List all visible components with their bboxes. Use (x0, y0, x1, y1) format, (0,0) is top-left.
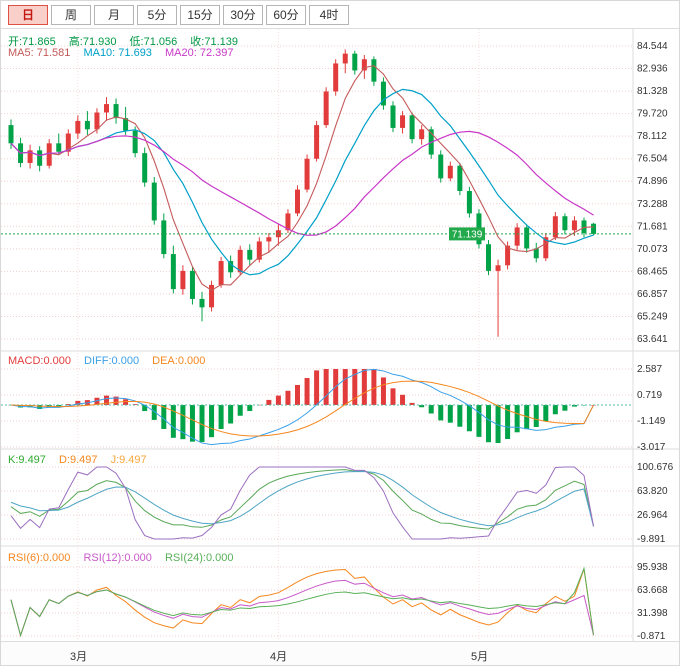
tab-week[interactable]: 周 (51, 4, 91, 25)
svg-text:76.504: 76.504 (637, 154, 668, 165)
tab-day[interactable]: 日 (8, 4, 48, 25)
svg-text:79.720: 79.720 (637, 109, 668, 120)
svg-text:-0.871: -0.871 (637, 631, 666, 641)
tab-5min[interactable]: 5分 (137, 4, 177, 25)
tab-30min[interactable]: 30分 (223, 4, 263, 25)
tab-15min[interactable]: 15分 (180, 4, 220, 25)
macd-series (1, 368, 633, 446)
svg-text:66.857: 66.857 (637, 289, 668, 300)
panel-dividers (1, 29, 679, 641)
svg-text:68.465: 68.465 (637, 266, 668, 277)
current-price-line: 71.139 (1, 227, 633, 241)
svg-text:2.587: 2.587 (637, 364, 662, 375)
svg-text:31.398: 31.398 (637, 608, 668, 619)
svg-text:71.681: 71.681 (637, 221, 668, 232)
svg-text:70.073: 70.073 (637, 244, 668, 255)
svg-text:-3.017: -3.017 (637, 442, 666, 453)
svg-text:65.249: 65.249 (637, 311, 668, 322)
candlestick-series (8, 49, 597, 337)
svg-text:63.641: 63.641 (637, 334, 668, 345)
y-axis-labels: 84.544 82.936 81.328 79.720 78.112 76.504 74.8… (637, 41, 674, 641)
svg-text:73.288: 73.288 (637, 199, 668, 210)
svg-text:95.938: 95.938 (637, 562, 668, 573)
timeframe-toolbar: 日 周 月 5分 15分 30分 60分 4时 (1, 1, 679, 29)
svg-text:78.112: 78.112 (637, 131, 667, 142)
svg-text:63.668: 63.668 (637, 585, 668, 596)
svg-text:81.328: 81.328 (637, 86, 668, 97)
svg-text:-9.891: -9.891 (637, 534, 666, 545)
tab-month[interactable]: 月 (94, 4, 134, 25)
kdj-series (10, 466, 595, 540)
tab-60min[interactable]: 60分 (266, 4, 306, 25)
svg-text:74.896: 74.896 (637, 176, 668, 187)
svg-text:26.964: 26.964 (637, 510, 668, 521)
x-axis: 3月 4月 5月 (1, 641, 679, 665)
x-axis-month-april: 4月 (270, 651, 288, 663)
chart-area: 71.139 84.544 82.936 81.328 79.720 78.112 76.… (1, 29, 680, 641)
svg-text:100.676: 100.676 (637, 462, 674, 473)
chart-canvas[interactable]: 71.139 84.544 82.936 81.328 79.720 78.112 76.… (1, 29, 680, 641)
svg-text:63.820: 63.820 (637, 486, 668, 497)
tab-4hour[interactable]: 4时 (309, 4, 349, 25)
svg-text:71.139: 71.139 (452, 229, 483, 240)
svg-text:0.719: 0.719 (637, 390, 662, 401)
svg-text:82.936: 82.936 (637, 64, 668, 75)
svg-text:-1.149: -1.149 (637, 416, 666, 427)
x-axis-month-may: 5月 (471, 651, 489, 663)
rsi-series (10, 566, 595, 638)
x-axis-month-march: 3月 (70, 651, 88, 663)
svg-text:84.544: 84.544 (637, 41, 668, 52)
